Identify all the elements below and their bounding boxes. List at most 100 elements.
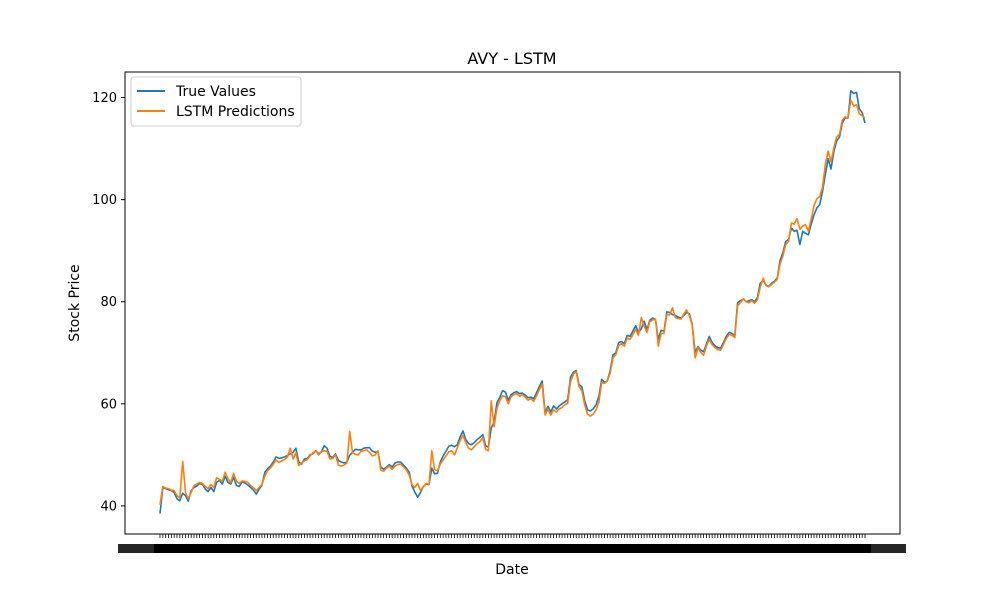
x-tick-label-overlap bbox=[221, 544, 234, 553]
y-axis: 40 60 80 100 120 bbox=[92, 91, 125, 514]
x-tick-label-overlap bbox=[527, 544, 540, 553]
x-tick-label-overlap bbox=[272, 544, 285, 553]
y-axis-label: Stock Price bbox=[67, 264, 83, 341]
x-tick-label-overlap bbox=[417, 544, 430, 553]
x-tick-label-overlap bbox=[799, 544, 812, 553]
y-tick-label: 80 bbox=[100, 295, 117, 310]
x-tick-label-overlap bbox=[255, 544, 268, 553]
x-tick-label-overlap bbox=[646, 544, 659, 553]
x-tick-label-overlap bbox=[680, 544, 693, 553]
x-tick-label-overlap bbox=[612, 544, 625, 553]
x-tick-label-overlap bbox=[663, 544, 676, 553]
x-tick-label-overlap bbox=[391, 544, 404, 553]
x-tick-label-overlap bbox=[298, 544, 311, 553]
legend-box bbox=[130, 76, 302, 127]
x-tick-label-overlap bbox=[332, 544, 345, 553]
y-tick-label: 100 bbox=[92, 193, 117, 208]
y-tick-label: 40 bbox=[100, 499, 117, 514]
x-tick-label-overlap bbox=[714, 544, 727, 553]
x-tick-label-overlap bbox=[840, 544, 906, 553]
x-tick-label-overlap bbox=[247, 544, 260, 553]
x-tick-label-overlap bbox=[213, 544, 226, 553]
x-tick-label-overlap bbox=[349, 544, 362, 553]
x-tick-label-overlap bbox=[408, 544, 421, 553]
legend-label-lstm-predictions: LSTM Predictions bbox=[176, 104, 295, 120]
x-tick-label-overlap bbox=[536, 544, 549, 553]
x-tick-label-overlap bbox=[782, 544, 795, 553]
x-tick-label-overlap bbox=[774, 544, 787, 553]
series-line-lstm-predictions bbox=[159, 99, 866, 506]
x-tick-label-overlap bbox=[196, 544, 209, 553]
plot-frame bbox=[124, 71, 901, 535]
x-tick-label-overlap bbox=[230, 544, 243, 553]
x-tick-label-overlap bbox=[570, 544, 583, 553]
legend-label-true-values: True Values bbox=[175, 84, 256, 100]
x-tick-label-overlap bbox=[757, 544, 770, 553]
x-tick-label-overlap bbox=[833, 544, 846, 553]
x-tick-label-overlap bbox=[281, 544, 294, 553]
x-tick-label-overlap bbox=[544, 544, 557, 553]
x-tick-label-overlap bbox=[825, 544, 838, 553]
x-tick-label-overlap bbox=[118, 544, 162, 553]
x-tick-label-overlap bbox=[595, 544, 608, 553]
x-tick-label-overlap bbox=[204, 544, 217, 553]
x-tick-label-overlap bbox=[672, 544, 685, 553]
x-tick-label-overlap bbox=[340, 544, 353, 553]
x-axis-label: Date bbox=[495, 562, 528, 578]
x-tick-label-overlap bbox=[689, 544, 702, 553]
x-tick-label-overlap bbox=[604, 544, 617, 553]
x-tick-label-overlap bbox=[374, 544, 387, 553]
legend: True Values LSTM Predictions bbox=[130, 76, 302, 127]
x-tick-label-overlap bbox=[638, 544, 651, 553]
x-tick-label-overlap bbox=[451, 544, 464, 553]
x-tick-label-overlap bbox=[791, 544, 804, 553]
x-tick-label-overlap bbox=[442, 544, 455, 553]
y-tick-label: 120 bbox=[92, 91, 117, 106]
x-tick-label-overlap bbox=[655, 544, 668, 553]
x-tick-label-overlap bbox=[468, 544, 481, 553]
x-tick-label-overlap bbox=[323, 544, 336, 553]
x-tick-label-overlap bbox=[170, 544, 183, 553]
x-tick-label-overlap bbox=[706, 544, 719, 553]
plot-area bbox=[159, 90, 866, 514]
x-tick-label-overlap bbox=[561, 544, 574, 553]
x-tick-label-overlap bbox=[179, 544, 192, 553]
x-tick-label-overlap bbox=[476, 544, 489, 553]
x-tick-label-overlap bbox=[289, 544, 302, 553]
chart-title: AVY - LSTM bbox=[467, 49, 556, 68]
x-tick-label-overlap bbox=[629, 544, 642, 553]
x-tick-label-overlap bbox=[383, 544, 396, 553]
x-tick-label-overlap bbox=[621, 544, 634, 553]
x-tick-label-overlap bbox=[162, 544, 175, 553]
x-tick-label-overlap bbox=[808, 544, 821, 553]
x-tick-label-overlap bbox=[723, 544, 736, 553]
x-tick-label-overlap bbox=[485, 544, 498, 553]
x-tick-label-overlap bbox=[697, 544, 710, 553]
x-tick-label-overlap bbox=[238, 544, 251, 553]
x-axis bbox=[118, 534, 906, 553]
x-tick-label-overlap bbox=[357, 544, 370, 553]
x-tick-label-overlap bbox=[306, 544, 319, 553]
x-tick-label-overlap bbox=[510, 544, 523, 553]
x-tick-label-overlap bbox=[587, 544, 600, 553]
x-tick-label-overlap bbox=[740, 544, 753, 553]
x-tick-label-overlap bbox=[519, 544, 532, 553]
x-tick-label-overlap bbox=[553, 544, 566, 553]
x-tick-label-overlap bbox=[366, 544, 379, 553]
x-tick-label-overlap bbox=[425, 544, 438, 553]
x-tick-label-overlap bbox=[315, 544, 328, 553]
x-tick-label-overlap bbox=[400, 544, 413, 553]
x-tick-label-overlap bbox=[731, 544, 744, 553]
x-tick-label-overlap bbox=[816, 544, 829, 553]
x-tick-label-overlap bbox=[493, 544, 506, 553]
x-tick-label-overlap bbox=[459, 544, 472, 553]
y-tick-label: 60 bbox=[100, 397, 117, 412]
x-tick-label-overlap bbox=[502, 544, 515, 553]
x-tick-label-overlap bbox=[578, 544, 591, 553]
series-line-true-values bbox=[159, 90, 866, 514]
x-tick-label-overlap bbox=[264, 544, 277, 553]
x-tick-label-overlap bbox=[434, 544, 447, 553]
x-tick-label-overlap bbox=[187, 544, 200, 553]
